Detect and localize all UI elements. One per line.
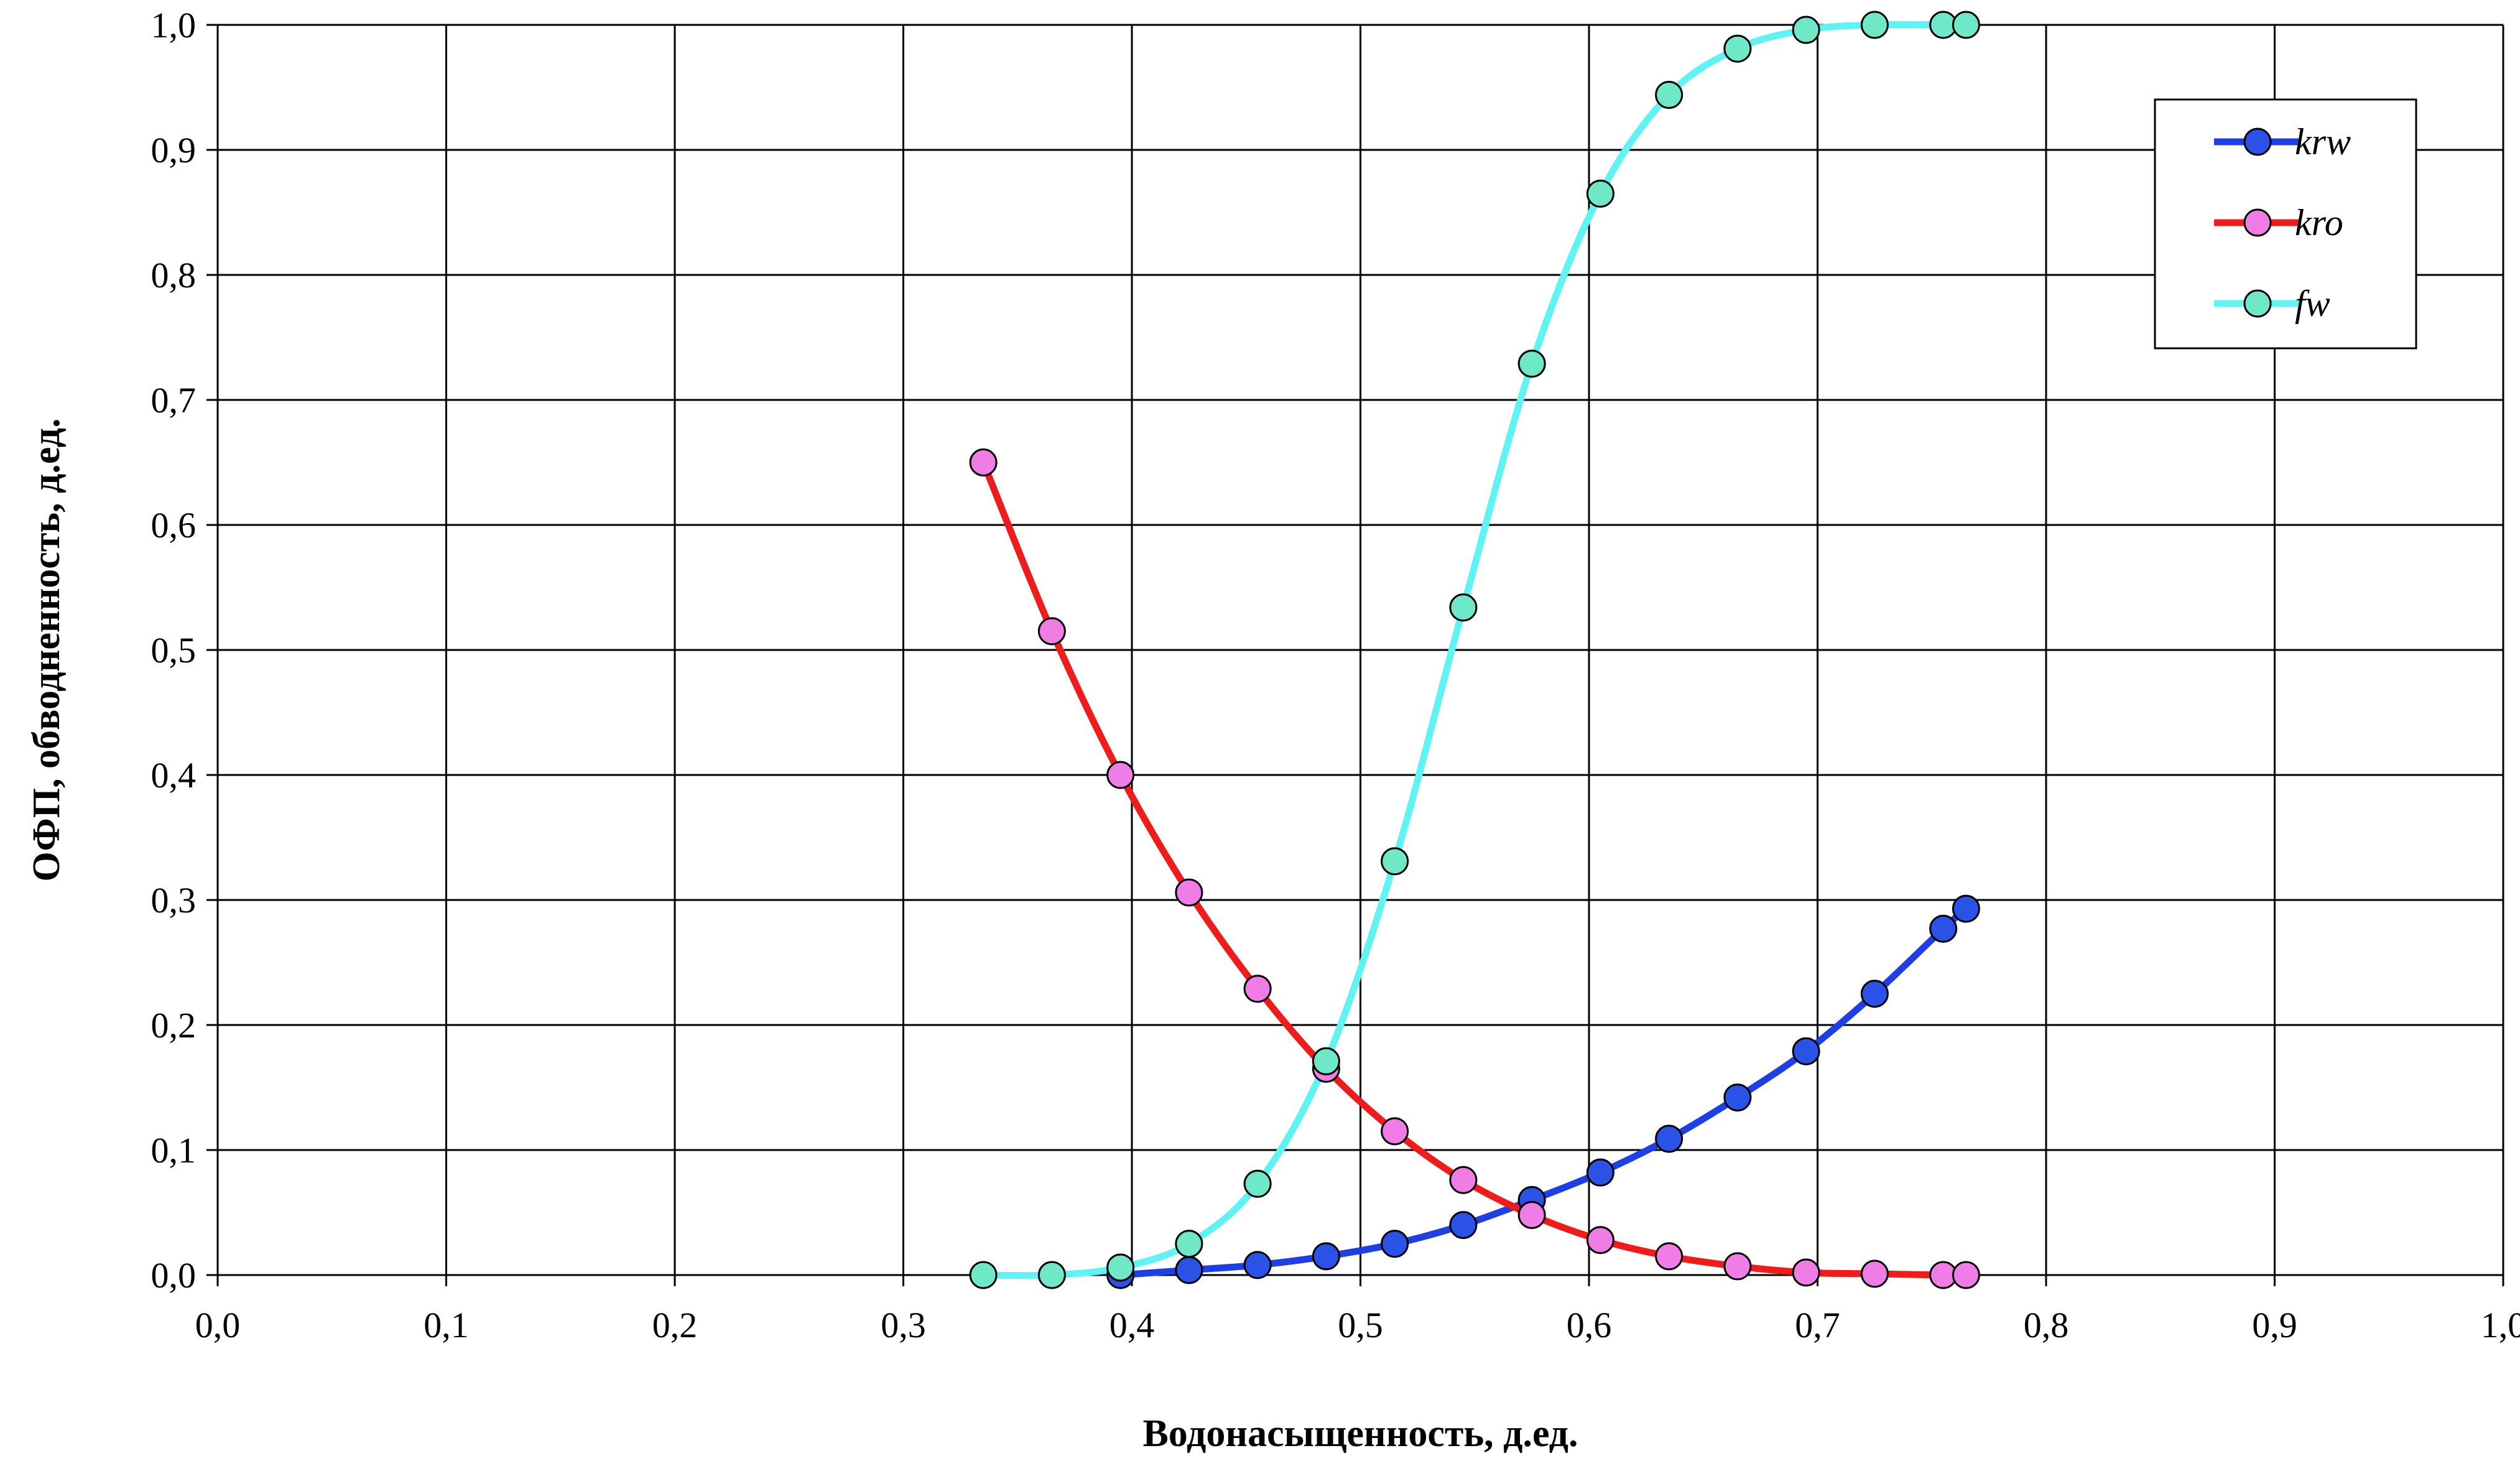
data-point-krw	[1312, 1242, 1340, 1271]
data-point-krw	[1381, 1230, 1409, 1258]
data-point-kro	[969, 448, 998, 476]
data-point-kro	[1106, 761, 1135, 789]
series-markers	[969, 11, 1980, 1289]
data-point-kro	[1860, 1259, 1889, 1288]
y-tick-label: 0,2	[151, 1005, 197, 1046]
data-point-kro	[1586, 1226, 1614, 1255]
data-point-krw	[1586, 1158, 1614, 1187]
data-point-krw	[1243, 1251, 1272, 1279]
data-point-krw	[1449, 1211, 1478, 1240]
x-tick-label: 0,9	[2252, 1305, 2297, 1345]
y-tick-label: 0,0	[151, 1255, 197, 1296]
data-point-fw	[1655, 81, 1684, 109]
data-point-krw	[1860, 980, 1889, 1008]
data-point-kro	[1381, 1117, 1409, 1146]
data-point-fw	[1243, 1169, 1272, 1198]
data-point-fw	[1175, 1230, 1203, 1258]
data-point-krw	[1952, 894, 1980, 923]
data-point-kro	[1037, 617, 1066, 646]
y-tick-label: 0,9	[151, 130, 197, 170]
data-point-krw	[1655, 1125, 1684, 1153]
data-point-krw	[1723, 1083, 1752, 1112]
x-tick-label: 0,1	[424, 1305, 469, 1345]
x-tick-label: 0,8	[2024, 1305, 2069, 1345]
legend: krw kro fw	[2154, 98, 2417, 350]
data-point-fw	[1106, 1253, 1135, 1282]
y-tick-label: 0,5	[151, 630, 197, 670]
x-tick-label: 0,6	[1567, 1305, 1612, 1345]
data-point-kro	[1175, 878, 1203, 907]
x-axis-title: Водонасыщенность, д.ед.	[1142, 1412, 1578, 1455]
data-point-fw	[1037, 1261, 1066, 1289]
data-point-fw	[1517, 350, 1546, 378]
data-point-fw	[1952, 11, 1980, 39]
data-point-kro	[1243, 975, 1272, 1003]
y-tick-label: 1,0	[151, 5, 197, 45]
data-point-fw	[969, 1261, 998, 1289]
data-point-kro	[1792, 1258, 1820, 1287]
data-point-kro	[1655, 1242, 1684, 1271]
data-point-kro	[1952, 1261, 1980, 1289]
data-point-fw	[1381, 847, 1409, 876]
x-tick-label: 0,7	[1795, 1305, 1840, 1345]
data-point-fw	[1860, 11, 1889, 39]
data-point-krw	[1929, 914, 1958, 943]
legend-marker-krw	[2243, 128, 2272, 156]
y-tick-label: 0,6	[151, 505, 197, 545]
data-point-kro	[1723, 1252, 1752, 1281]
y-tick-label: 0,3	[151, 880, 197, 921]
data-point-fw	[1792, 16, 1820, 44]
legend-label-krw: krw	[2295, 121, 2351, 162]
y-tick-label: 0,8	[151, 255, 197, 295]
data-point-krw	[1792, 1037, 1820, 1065]
legend-label-kro: kro	[2295, 202, 2343, 243]
data-point-fw	[1449, 593, 1478, 622]
x-tick-label: 0,5	[1338, 1305, 1383, 1345]
grid	[206, 24, 2504, 1286]
data-point-kro	[1449, 1166, 1478, 1194]
y-tick-label: 0,4	[151, 755, 197, 795]
x-tick-label: 0,2	[652, 1305, 698, 1345]
x-tick-label: 0,0	[195, 1305, 241, 1345]
y-tick-label: 0,1	[151, 1130, 197, 1171]
data-point-fw	[1312, 1047, 1340, 1075]
data-point-fw	[1723, 34, 1752, 63]
data-point-kro	[1517, 1201, 1546, 1230]
x-tick-label: 0,3	[881, 1305, 926, 1345]
data-point-krw	[1175, 1256, 1203, 1284]
legend-marker-kro	[2243, 208, 2272, 237]
y-axis-title: ОФП, обводненность, д.ед.	[25, 419, 68, 882]
y-tick-label: 0,7	[151, 380, 197, 420]
x-tick-label: 0,4	[1109, 1305, 1155, 1345]
x-tick-labels: 0,0 0,1 0,2 0,3 0,4 0,5 0,6 0,7 0,8 0,9 1,0	[195, 1305, 2520, 1345]
x-tick-label: 1,0	[2481, 1305, 2520, 1345]
legend-marker-fw	[2243, 289, 2272, 318]
y-tick-labels: 0,0 0,1 0,2 0,3 0,4 0,5 0,6 0,7 0,8 0,9 1,0	[151, 5, 197, 1296]
legend-label-fw: fw	[2295, 283, 2330, 324]
data-point-fw	[1586, 179, 1614, 208]
